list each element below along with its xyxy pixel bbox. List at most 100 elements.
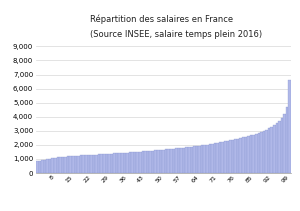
Bar	[281, 118, 283, 173]
Bar	[178, 148, 180, 173]
Bar	[80, 156, 83, 173]
Text: (Source INSEE, salaire temps plein 2016): (Source INSEE, salaire temps plein 2016)	[90, 30, 262, 39]
Bar	[49, 158, 52, 173]
Bar	[64, 157, 67, 173]
Bar	[77, 156, 80, 173]
Bar	[237, 139, 239, 173]
Bar	[59, 157, 62, 173]
Bar	[136, 152, 139, 173]
Bar	[183, 147, 185, 173]
Bar	[44, 160, 46, 173]
Bar	[154, 150, 157, 173]
Bar	[118, 153, 121, 173]
Bar	[62, 157, 64, 173]
Bar	[193, 146, 196, 173]
Bar	[106, 154, 108, 173]
Bar	[265, 130, 268, 173]
Bar	[126, 153, 129, 173]
Bar	[152, 150, 154, 173]
Bar	[100, 154, 103, 173]
Bar	[283, 114, 286, 173]
Bar	[201, 145, 203, 173]
Bar	[263, 131, 265, 173]
Bar	[57, 157, 59, 173]
Bar	[288, 80, 291, 173]
Bar	[244, 137, 247, 173]
Bar	[131, 152, 134, 173]
Bar	[268, 128, 270, 173]
Bar	[129, 152, 131, 173]
Bar	[196, 146, 198, 173]
Bar	[286, 107, 288, 173]
Bar	[93, 155, 95, 173]
Bar	[52, 158, 54, 173]
Bar	[147, 151, 149, 173]
Bar	[116, 153, 118, 173]
Bar	[234, 139, 237, 173]
Bar	[39, 161, 41, 173]
Bar	[278, 121, 281, 173]
Bar	[232, 140, 234, 173]
Bar	[134, 152, 136, 173]
Bar	[72, 156, 75, 173]
Bar	[242, 137, 244, 173]
Bar	[67, 156, 70, 173]
Bar	[95, 154, 98, 173]
Bar	[70, 156, 72, 173]
Bar	[54, 158, 57, 173]
Bar	[247, 136, 250, 173]
Bar	[121, 153, 124, 173]
Bar	[165, 149, 167, 173]
Bar	[142, 151, 144, 173]
Bar	[160, 150, 162, 173]
Bar	[275, 123, 278, 173]
Bar	[188, 147, 190, 173]
Bar	[157, 150, 160, 173]
Bar	[203, 145, 206, 173]
Bar	[162, 150, 165, 173]
Bar	[170, 149, 172, 173]
Bar	[252, 135, 255, 173]
Bar	[88, 155, 90, 173]
Bar	[211, 144, 214, 173]
Bar	[208, 144, 211, 173]
Bar	[85, 155, 88, 173]
Bar	[108, 154, 111, 173]
Bar	[36, 161, 39, 173]
Bar	[144, 151, 147, 173]
Bar	[219, 142, 221, 173]
Bar	[224, 141, 226, 173]
Bar	[216, 143, 219, 173]
Bar	[250, 135, 252, 173]
Bar	[175, 148, 178, 173]
Bar	[273, 126, 275, 173]
Bar	[82, 155, 85, 173]
Bar	[270, 127, 273, 173]
Bar	[221, 142, 224, 173]
Bar	[167, 149, 170, 173]
Bar	[98, 154, 100, 173]
Bar	[190, 147, 193, 173]
Bar	[103, 154, 106, 173]
Bar	[185, 147, 188, 173]
Bar	[46, 159, 49, 173]
Bar	[111, 154, 113, 173]
Bar	[214, 143, 216, 173]
Bar	[172, 149, 175, 173]
Bar	[75, 156, 77, 173]
Bar	[255, 134, 257, 173]
Bar	[149, 151, 152, 173]
Bar	[180, 148, 183, 173]
Bar	[113, 153, 116, 173]
Bar	[124, 153, 126, 173]
Bar	[139, 151, 142, 173]
Bar	[260, 132, 263, 173]
Bar	[206, 145, 208, 173]
Text: Répartition des salaires en France: Répartition des salaires en France	[90, 15, 233, 24]
Bar	[229, 140, 232, 173]
Bar	[226, 141, 229, 173]
Bar	[257, 133, 260, 173]
Bar	[198, 146, 201, 173]
Bar	[90, 155, 93, 173]
Bar	[41, 160, 44, 173]
